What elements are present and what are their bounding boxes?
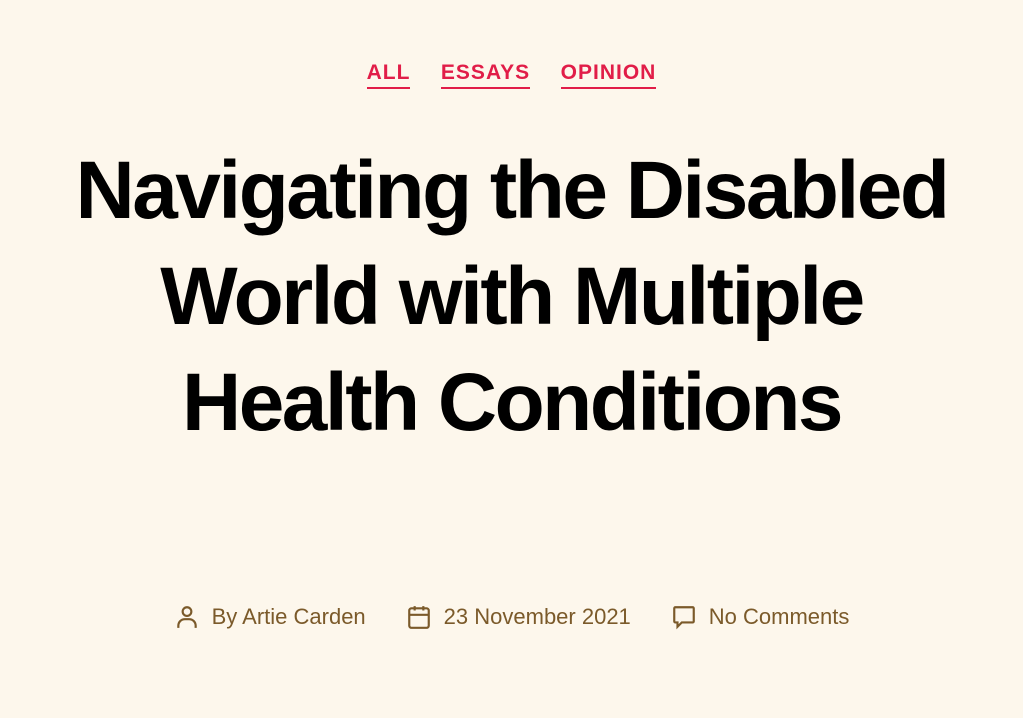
- calendar-icon: [407, 606, 430, 629]
- post-title: Navigating the Disabled World with Multi…: [75, 145, 950, 448]
- category-opinion-link[interactable]: OPINION: [560, 60, 657, 89]
- date-meta: 23 November 2021: [406, 604, 631, 630]
- user-icon: [176, 606, 197, 628]
- comments-link[interactable]: No Comments: [708, 604, 850, 629]
- category-all-link[interactable]: ALL: [366, 60, 411, 89]
- author-link[interactable]: By Artie Carden: [211, 604, 366, 629]
- author-meta: By Artie Carden: [174, 604, 366, 630]
- comments-meta: No Comments: [671, 604, 850, 630]
- date-link[interactable]: 23 November 2021: [443, 604, 631, 629]
- comment-icon: [672, 606, 695, 630]
- category-links: ALL ESSAYS OPINION: [0, 60, 1023, 89]
- post-meta: By Artie Carden 23 November 2021 No Comm…: [0, 604, 1023, 630]
- category-essays-link[interactable]: ESSAYS: [440, 60, 531, 89]
